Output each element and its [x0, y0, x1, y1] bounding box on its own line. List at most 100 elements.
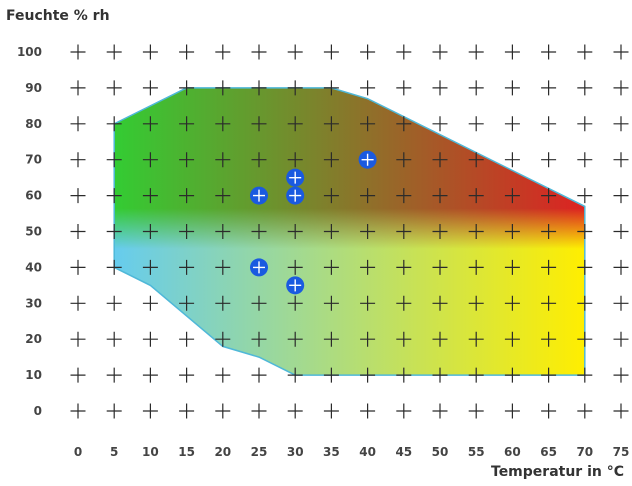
grid-plus-marker: [432, 80, 448, 96]
grid-plus-marker: [215, 331, 231, 347]
grid-plus-marker: [613, 224, 629, 239]
grid-plus-marker: [613, 152, 629, 168]
grid-plus-marker: [179, 224, 195, 239]
x-tick-label: 50: [432, 445, 449, 459]
grid-plus-marker: [396, 80, 412, 96]
grid-plus-marker: [323, 403, 339, 419]
grid-plus-marker: [251, 295, 267, 311]
grid-plus-marker: [106, 116, 122, 132]
grid-plus-marker: [541, 295, 557, 311]
x-tick-label: 40: [359, 445, 376, 459]
grid-plus-marker: [396, 331, 412, 347]
grid-plus-marker: [287, 80, 303, 96]
grid-plus-marker: [106, 152, 122, 168]
grid-plus-marker: [287, 295, 303, 311]
grid-plus-marker: [70, 259, 86, 275]
x-tick-label: 65: [540, 445, 557, 459]
y-tick-label: 100: [17, 45, 42, 59]
grid-plus-marker: [179, 44, 195, 60]
grid-plus-marker: [70, 80, 86, 96]
grid-plus-marker: [323, 224, 339, 239]
grid-plus-marker: [613, 331, 629, 347]
grid-plus-marker: [323, 367, 339, 383]
y-tick-label: 90: [25, 81, 42, 95]
grid-plus-marker: [179, 152, 195, 168]
grid-plus-marker: [70, 331, 86, 347]
grid-plus-marker: [504, 152, 520, 168]
grid-plus-marker: [360, 259, 376, 275]
grid-plus-marker: [106, 188, 122, 204]
grid-plus-marker: [215, 259, 231, 275]
y-tick-label: 60: [25, 189, 42, 203]
grid-plus-marker: [541, 367, 557, 383]
grid-plus-marker: [432, 367, 448, 383]
grid-plus-marker: [179, 80, 195, 96]
grid-plus-marker: [396, 44, 412, 60]
grid-plus-marker: [504, 80, 520, 96]
grid-plus-marker: [251, 44, 267, 60]
y-axis-title: Feuchte % rh: [6, 8, 110, 24]
grid-plus-marker: [251, 367, 267, 383]
grid-plus-marker: [215, 224, 231, 239]
grid-plus-marker: [70, 224, 86, 239]
grid-plus-marker: [360, 44, 376, 60]
grid-plus-marker: [432, 331, 448, 347]
x-tick-label: 20: [214, 445, 231, 459]
grid-plus-marker: [468, 188, 484, 204]
grid-plus-marker: [287, 44, 303, 60]
grid-plus-marker: [179, 403, 195, 419]
grid-plus-marker: [541, 152, 557, 168]
measurement-point: [250, 258, 268, 277]
grid-plus-marker: [577, 80, 593, 96]
grid-plus-marker: [251, 116, 267, 132]
grid-plus-marker: [577, 403, 593, 419]
grid-plus-marker: [323, 152, 339, 168]
x-tick-label: 45: [395, 445, 412, 459]
grid-plus-marker: [541, 80, 557, 96]
grid-plus-marker: [613, 295, 629, 311]
grid-plus-marker: [432, 403, 448, 419]
grid-plus-marker: [215, 152, 231, 168]
grid-plus-marker: [142, 188, 158, 204]
x-tick-label: 70: [576, 445, 593, 459]
grid-plus-marker: [70, 116, 86, 132]
grid-plus-marker: [142, 224, 158, 239]
grid-plus-marker: [396, 367, 412, 383]
grid-plus-marker: [396, 224, 412, 239]
grid-plus-marker: [504, 403, 520, 419]
grid-plus-marker: [179, 188, 195, 204]
grid-plus-marker: [360, 367, 376, 383]
grid-plus-marker: [613, 80, 629, 96]
grid-plus-marker: [396, 403, 412, 419]
grid-plus-marker: [360, 295, 376, 311]
grid-plus-marker: [70, 188, 86, 204]
grid-plus-marker: [179, 295, 195, 311]
grid-plus-marker: [142, 295, 158, 311]
x-tick-label: 0: [74, 445, 82, 459]
grid-plus-marker: [504, 259, 520, 275]
grid-plus-marker: [323, 295, 339, 311]
x-axis-title: Temperatur in °C: [491, 464, 624, 480]
grid-plus-marker: [251, 152, 267, 168]
grid-plus-marker: [468, 403, 484, 419]
x-tick-label: 75: [613, 445, 630, 459]
grid-plus-marker: [504, 331, 520, 347]
x-tick-label: 30: [287, 445, 304, 459]
grid-plus-marker: [613, 188, 629, 204]
grid-plus-marker: [613, 44, 629, 60]
plus-grid: [70, 44, 629, 419]
grid-plus-marker: [360, 80, 376, 96]
grid-plus-marker: [215, 295, 231, 311]
grid-plus-marker: [323, 259, 339, 275]
grid-plus-marker: [251, 224, 267, 239]
grid-plus-marker: [215, 403, 231, 419]
grid-plus-marker: [215, 80, 231, 96]
x-tick-label: 15: [178, 445, 195, 459]
grid-plus-marker: [215, 116, 231, 132]
grid-plus-marker: [613, 116, 629, 132]
grid-plus-marker: [106, 331, 122, 347]
grid-plus-marker: [468, 152, 484, 168]
grid-plus-marker: [251, 331, 267, 347]
grid-plus-marker: [323, 331, 339, 347]
